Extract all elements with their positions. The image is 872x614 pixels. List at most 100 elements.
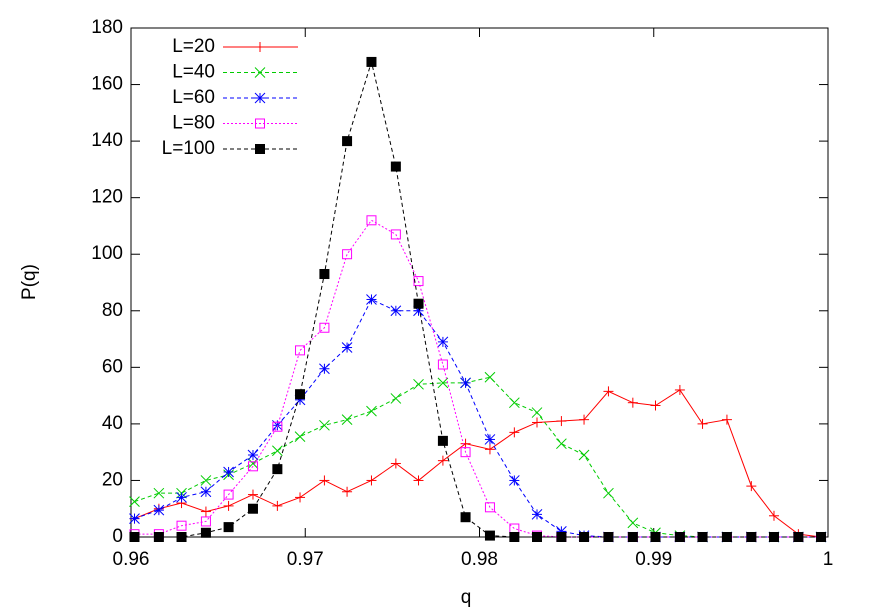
data-point — [200, 516, 211, 527]
x-tick-label: 1 — [823, 549, 834, 570]
data-point — [272, 464, 283, 475]
data-point — [509, 532, 520, 542]
marker-stroke — [254, 92, 266, 104]
data-point — [295, 345, 306, 356]
marker-stroke — [319, 419, 330, 431]
marker-stroke — [366, 405, 377, 417]
data-point — [768, 532, 779, 542]
data-point — [532, 532, 543, 542]
marker-box — [390, 161, 401, 172]
data-point — [200, 486, 212, 498]
marker-stroke — [556, 438, 567, 450]
marker-stroke — [254, 67, 266, 78]
marker-box — [272, 464, 283, 475]
data-point — [532, 417, 543, 428]
marker-stroke — [223, 466, 234, 478]
data-point — [319, 419, 330, 431]
marker-box — [366, 215, 377, 226]
data-point — [272, 500, 283, 511]
marker-box — [223, 489, 234, 500]
data-point — [531, 509, 543, 520]
marker-stroke — [247, 449, 259, 461]
data-point — [437, 435, 448, 446]
data-point — [176, 492, 187, 503]
marker-stroke — [153, 504, 165, 516]
data-point — [508, 475, 520, 486]
marker-box — [437, 359, 448, 370]
marker-stroke — [129, 496, 140, 508]
data-point — [390, 305, 402, 317]
data-point — [460, 447, 471, 458]
x-axis-label: q — [461, 587, 472, 608]
marker-box — [200, 527, 211, 538]
data-point — [460, 512, 471, 523]
data-point — [413, 475, 424, 486]
marker-box — [437, 435, 448, 446]
marker-box — [768, 532, 779, 542]
data-point — [390, 393, 402, 404]
y-tick-label: 120 — [91, 187, 123, 208]
data-point — [319, 475, 330, 486]
data-point — [697, 418, 708, 429]
data-point — [627, 517, 639, 529]
marker-box — [413, 298, 424, 309]
data-point — [176, 520, 187, 531]
marker-box — [532, 532, 543, 542]
data-point — [413, 378, 424, 390]
data-point — [366, 294, 377, 305]
marker-stroke — [437, 336, 449, 348]
marker-box — [746, 532, 757, 542]
data-point — [746, 532, 757, 542]
data-point — [341, 414, 353, 426]
data-point — [460, 438, 471, 449]
legend-marker — [255, 144, 265, 154]
x-tick-label: 0.99 — [635, 549, 672, 570]
data-point — [721, 414, 732, 425]
y-axis-label: P(q) — [19, 264, 40, 300]
marker-box — [295, 345, 306, 356]
legend-marker — [254, 92, 266, 104]
data-point — [484, 444, 495, 455]
data-point — [366, 475, 377, 486]
marker-box — [319, 269, 330, 280]
data-point — [129, 496, 140, 508]
plot-frame — [130, 27, 829, 538]
data-point — [484, 502, 495, 513]
data-point — [295, 389, 306, 400]
legend-label: L=80 — [172, 113, 215, 134]
marker-box — [295, 389, 306, 400]
data-point — [413, 298, 424, 309]
legend-marker — [254, 67, 266, 78]
data-point — [413, 276, 424, 287]
marker-stroke — [200, 475, 212, 486]
data-point — [200, 475, 212, 486]
legend-label: L=100 — [162, 138, 215, 159]
data-point — [247, 489, 258, 500]
data-point — [579, 532, 590, 542]
data-point — [650, 400, 661, 411]
marker-box — [255, 118, 265, 129]
data-point — [390, 458, 401, 469]
marker-stroke — [319, 363, 330, 375]
data-point — [508, 397, 520, 409]
data-point — [556, 438, 567, 450]
data-point — [153, 504, 165, 516]
marker-stroke — [390, 393, 402, 404]
x-tick-label: 0.98 — [461, 549, 498, 570]
marker-box — [176, 532, 187, 542]
data-point — [366, 405, 377, 417]
data-point — [627, 397, 638, 408]
y-tick-label: 60 — [102, 356, 123, 377]
data-point — [342, 136, 353, 147]
data-point — [437, 377, 449, 389]
marker-box — [460, 447, 471, 458]
legend-label: L=40 — [172, 62, 215, 83]
data-point — [509, 427, 520, 438]
marker-box — [816, 532, 827, 542]
marker-stroke — [484, 434, 496, 445]
marker-box — [342, 249, 353, 260]
data-point — [223, 500, 234, 511]
marker-box — [650, 532, 661, 542]
